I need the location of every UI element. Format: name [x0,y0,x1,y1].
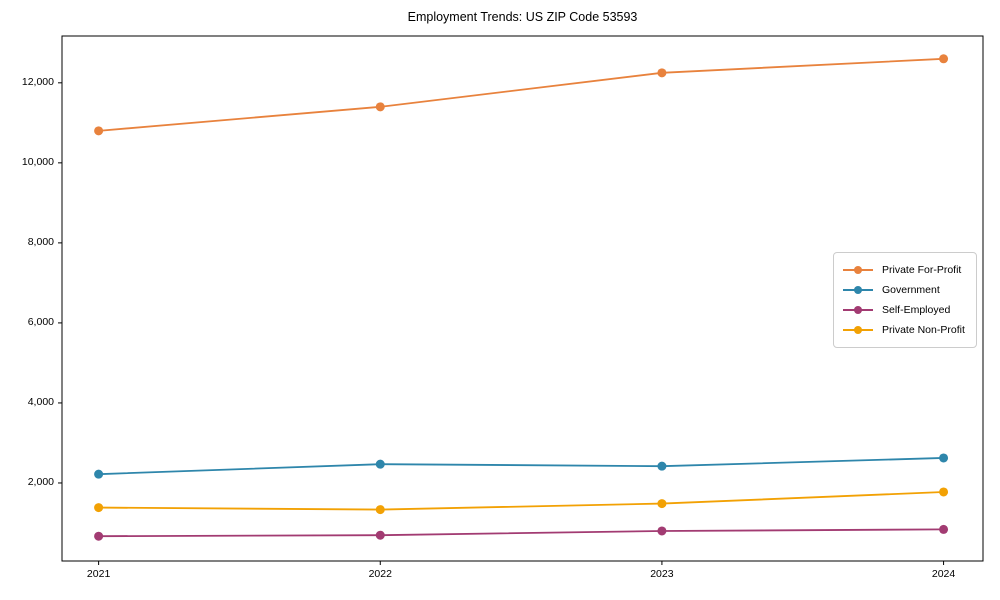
marker-government [94,469,104,479]
marker-self-employed [94,531,104,541]
marker-private-for-profit [939,54,949,64]
y-axis-tick-label: 2,000 [27,476,54,489]
legend-line-marker-icon [843,285,873,295]
y-axis-tick-label: 12,000 [21,76,54,89]
marker-self-employed [939,524,949,534]
plot-border [61,35,984,562]
line-government [98,457,944,476]
legend-line-marker-icon [843,265,873,275]
marker-private-non-profit [94,503,104,513]
line-private-non-profit [98,491,944,511]
marker-government [375,459,385,469]
legend-item: Private For-Profit [843,260,965,280]
legend-line-marker-icon [843,305,873,315]
y-axis-tick-label: 10,000 [21,156,54,169]
line-private-for-profit [98,57,944,132]
line-self-employed [98,528,944,538]
x-axis-tick-label: 2022 [368,568,392,580]
legend-label: Private Non-Profit [882,324,965,336]
x-axis-tick-label: 2023 [650,568,674,580]
chart-title: Employment Trends: US ZIP Code 53593 [407,10,638,24]
legend-label: Private For-Profit [882,264,962,276]
marker-government [657,461,667,471]
marker-government [939,453,949,463]
legend-item: Private Non-Profit [843,320,965,340]
marker-private-non-profit [375,505,385,515]
legend-line-marker-icon [843,325,873,335]
y-axis-tick-label: 4,000 [27,396,54,409]
marker-private-for-profit [375,102,385,112]
legend-item: Self-Employed [843,300,965,320]
legend-label: Self-Employed [882,304,951,316]
marker-private-non-profit [657,499,667,509]
legend-label: Government [882,284,940,296]
x-axis-tick-label: 2024 [931,568,956,580]
x-axis-tick-label: 2021 [86,568,111,580]
marker-private-for-profit [657,68,667,78]
marker-self-employed [657,526,667,536]
marker-private-for-profit [94,126,104,136]
marker-private-non-profit [939,487,949,497]
marker-self-employed [375,530,385,540]
y-axis-tick-label: 8,000 [27,236,54,249]
y-axis-tick-label: 6,000 [27,316,54,329]
legend: Private For-Profit Government Self-Emplo… [833,252,977,348]
legend-item: Government [843,280,965,300]
